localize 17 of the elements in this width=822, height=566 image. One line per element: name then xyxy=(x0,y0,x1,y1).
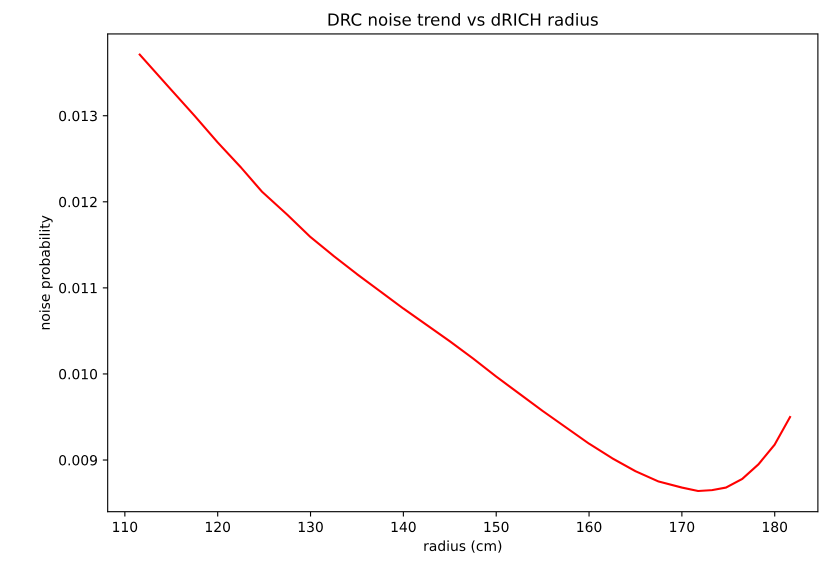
line-series xyxy=(138,54,792,492)
x-tick-label: 160 xyxy=(577,522,602,532)
y-tick-label: 0.009 xyxy=(59,454,97,466)
y-tick-label: 0.010 xyxy=(59,368,98,380)
x-tick-label: 170 xyxy=(670,522,694,532)
x-tick-label: 120 xyxy=(206,522,230,532)
x-tick-label: 140 xyxy=(392,522,416,532)
x-tick-label: 130 xyxy=(298,522,323,532)
y-axis-title: noise probability xyxy=(39,216,53,330)
x-axis-title: radius (cm) xyxy=(424,540,502,553)
y-tick-label: 0.012 xyxy=(59,196,97,208)
x-tick-label: 180 xyxy=(762,522,788,532)
x-tick-label: 150 xyxy=(484,522,509,532)
chart-title: DRC noise trend vs dRICH radius xyxy=(328,12,598,26)
y-tick-label: 0.013 xyxy=(59,110,97,122)
y-tick-label: 0.011 xyxy=(59,282,97,294)
x-tick-label: 110 xyxy=(113,522,138,532)
